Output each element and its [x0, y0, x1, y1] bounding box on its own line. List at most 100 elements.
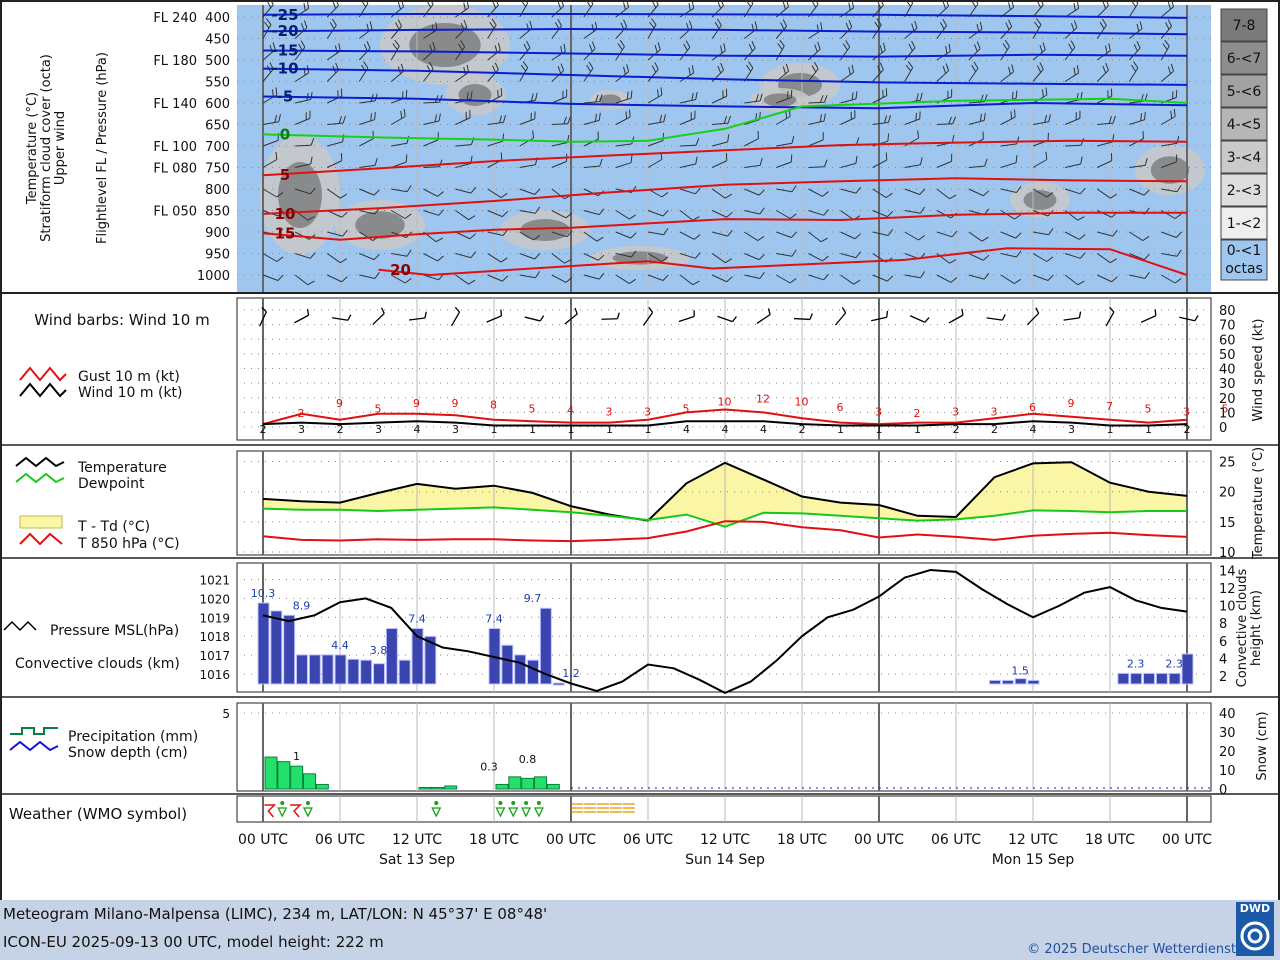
footer	[0, 900, 1280, 960]
barb-staff	[326, 69, 339, 82]
barb-flag	[1046, 256, 1054, 262]
wind-axis-label: Wind speed (kt)	[1251, 319, 1266, 422]
barb-flag	[854, 233, 862, 240]
upper-wind-barb	[487, 188, 508, 199]
gust-value: 7	[1106, 400, 1113, 413]
barb-staff	[295, 144, 312, 147]
pressure-line	[262, 568, 1188, 695]
barb-flag	[951, 134, 955, 143]
upper-wind-barb	[904, 40, 916, 61]
barb-staff	[1128, 47, 1141, 61]
barb-staff	[519, 253, 535, 260]
upper-wind-barb	[1032, 253, 1054, 262]
barb-staff	[711, 95, 727, 104]
upper-wind-barb	[1032, 0, 1044, 18]
barb-staff	[262, 121, 279, 125]
wind-line	[262, 420, 1188, 427]
upper-wind-barb	[327, 115, 346, 125]
wind-value: 3	[1068, 423, 1075, 436]
upper-wind-barb	[1161, 231, 1182, 238]
barb-staff	[840, 98, 857, 104]
barb-flag	[276, 192, 284, 198]
upper-wind-barb	[840, 155, 858, 168]
barb-flag	[911, 23, 915, 31]
barb-staff	[1140, 315, 1157, 323]
barb-flag	[500, 87, 503, 96]
upper-wind-barb	[1000, 231, 1022, 239]
barb-flag	[1140, 113, 1142, 121]
barb-flag	[1133, 44, 1138, 52]
barb-flag	[373, 253, 380, 260]
barb-flag	[1101, 18, 1107, 26]
upper-wind-barb	[712, 115, 731, 125]
barb-flag	[564, 259, 572, 264]
barb-flag	[908, 43, 913, 52]
barb-flag	[491, 18, 497, 26]
barb-staff	[840, 117, 856, 125]
convective-label: 3.8	[370, 644, 388, 657]
barb-flag	[983, 272, 990, 280]
gust-value: 10	[795, 395, 809, 408]
precip-bar	[508, 776, 522, 790]
isotherm-label: 5	[280, 166, 290, 184]
surface-wind-barb	[986, 314, 1006, 321]
barb-staff	[326, 253, 341, 264]
barb-flag	[949, 194, 957, 200]
barb-staff	[872, 95, 888, 104]
barb-flag	[779, 39, 785, 47]
upper-wind-barb	[519, 206, 541, 214]
upper-wind-barb	[583, 208, 605, 216]
barb-flag	[817, 41, 821, 50]
precip-bar	[534, 776, 547, 790]
barb-flag	[727, 229, 733, 237]
upper-wind-barb	[487, 274, 509, 282]
barb-flag	[663, 114, 666, 122]
barb-flag	[819, 114, 823, 122]
barb-staff	[487, 274, 503, 282]
barb-flag	[597, 131, 599, 140]
barb-staff	[1032, 188, 1048, 198]
barb-staff	[262, 253, 278, 262]
barb-flag	[823, 273, 830, 281]
barb-flag	[588, 44, 593, 52]
gust-value: 2	[298, 407, 305, 420]
upper-wind-barb	[391, 274, 412, 284]
barb-flag	[574, 307, 578, 315]
barb-staff	[1000, 71, 1014, 82]
barb-staff	[936, 231, 953, 238]
logo-text: DWD	[1239, 902, 1271, 915]
upper-wind-barb	[1064, 40, 1076, 61]
cloud-legend-swatch	[1220, 74, 1268, 108]
barb-flag	[307, 280, 315, 286]
gust-value: 9	[413, 397, 420, 410]
rain-dot	[511, 801, 516, 805]
upper-wind-barb	[968, 41, 981, 61]
barb-staff	[647, 94, 663, 104]
barb-flag	[855, 186, 862, 194]
barb-flag	[1073, 20, 1078, 28]
barb-staff	[872, 159, 888, 168]
barb-flag	[657, 42, 661, 50]
cloud-legend-swatch	[1220, 173, 1268, 207]
temp-tick: 15	[1219, 516, 1236, 531]
precip-bar	[495, 783, 509, 790]
barb-staff	[948, 314, 964, 324]
barb-flag	[554, 22, 560, 30]
barb-flag	[725, 258, 733, 264]
surface-wind-barb	[524, 315, 545, 322]
barb-flag	[331, 18, 337, 26]
upper-wind-barb	[776, 135, 795, 147]
surface-wind-barb	[642, 306, 654, 326]
barb-flag	[597, 254, 605, 261]
barb-flag	[951, 153, 953, 162]
barb-flag	[1110, 193, 1118, 199]
barb-flag	[726, 211, 733, 218]
isotherm-label: -15	[271, 42, 298, 60]
barb-flag	[460, 40, 466, 48]
surface-wind-barb	[331, 314, 352, 321]
barb-staff	[326, 50, 341, 61]
barb-flag	[1016, 185, 1022, 193]
upper-wind-barb	[1161, 185, 1182, 193]
barb-staff	[1161, 231, 1177, 238]
barb-staff	[1179, 316, 1195, 322]
